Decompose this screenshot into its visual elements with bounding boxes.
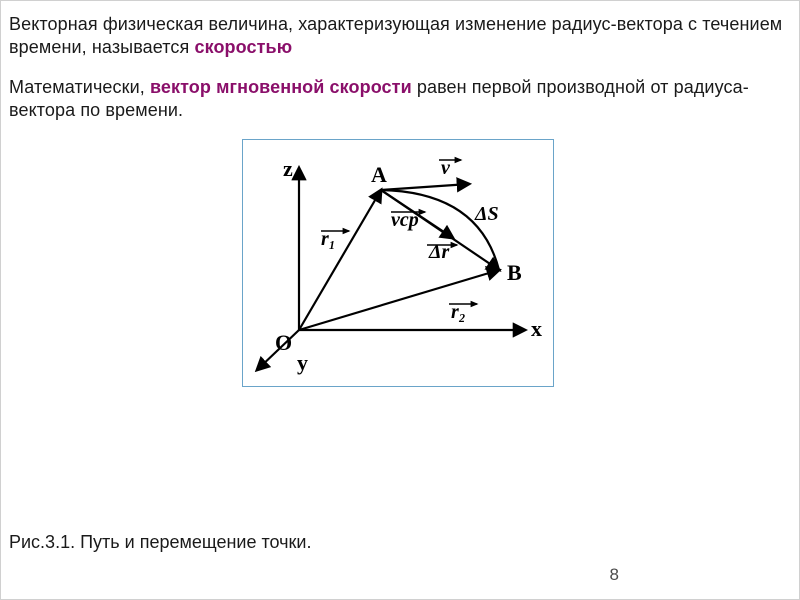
svg-text:z: z bbox=[283, 156, 293, 181]
figure-caption: Рис.3.1. Путь и перемещение точки. bbox=[9, 532, 311, 553]
svg-text:y: y bbox=[297, 350, 308, 375]
slide: Векторная физическая величина, характери… bbox=[0, 0, 800, 600]
page-number: 8 bbox=[610, 565, 619, 585]
svg-text:O: O bbox=[275, 330, 292, 355]
paragraph-1: Векторная физическая величина, характери… bbox=[9, 13, 787, 58]
p2-text-a: Математически, bbox=[9, 77, 150, 97]
figure-container: xzyOΔSr₁r₂ΔrvсрvAB bbox=[9, 139, 787, 387]
figure-box: xzyOΔSr₁r₂ΔrvсрvAB bbox=[242, 139, 554, 387]
svg-text:B: B bbox=[507, 260, 522, 285]
p1-text-a: Векторная физическая величина, характери… bbox=[9, 14, 782, 57]
kinematics-diagram: xzyOΔSr₁r₂ΔrvсрvAB bbox=[243, 140, 553, 386]
svg-text:A: A bbox=[371, 162, 387, 187]
svg-text:x: x bbox=[531, 316, 542, 341]
paragraph-2: Математически, вектор мгновенной скорост… bbox=[9, 76, 787, 121]
p2-accent: вектор мгновенной скорости bbox=[150, 77, 412, 97]
svg-text:ΔS: ΔS bbox=[474, 203, 499, 225]
p1-accent: скоростью bbox=[194, 37, 292, 57]
